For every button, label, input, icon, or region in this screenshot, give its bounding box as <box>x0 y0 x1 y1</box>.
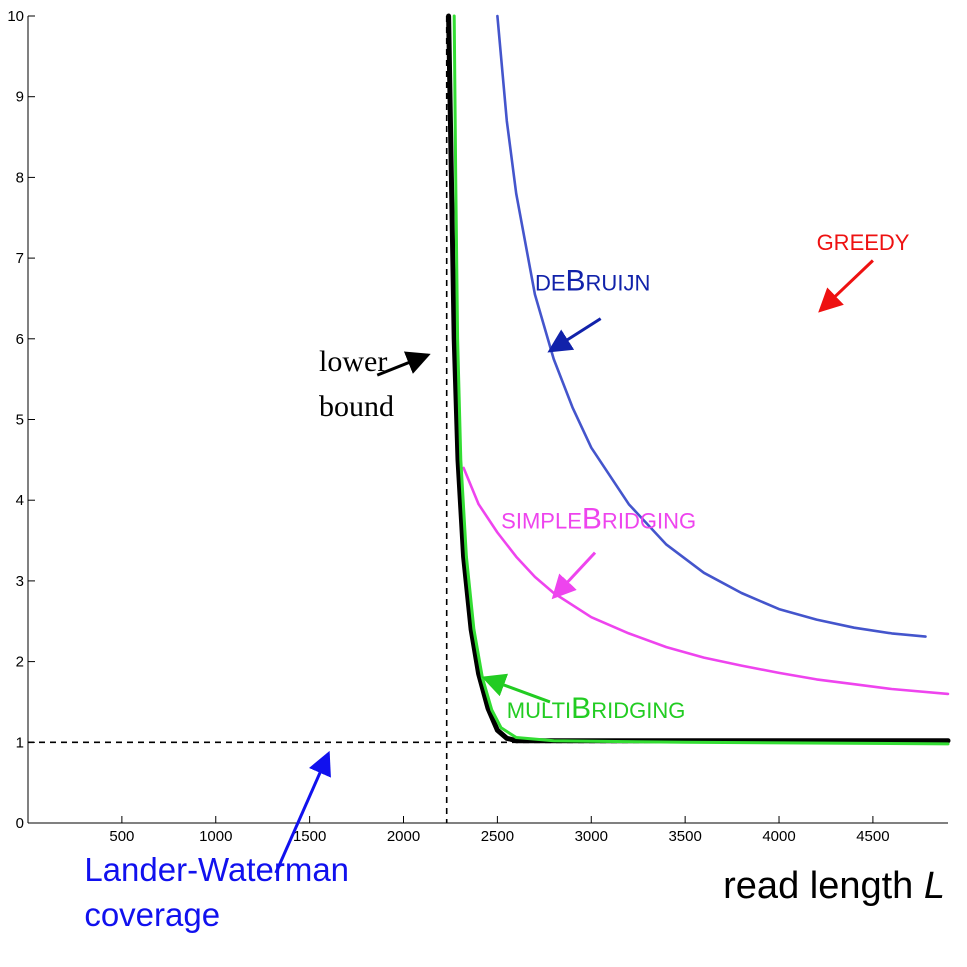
x-tick-label: 4000 <box>762 828 795 845</box>
y-tick-label: 5 <box>16 412 24 429</box>
y-tick-label: 0 <box>16 815 24 832</box>
y-tick-label: 3 <box>16 573 24 590</box>
x-tick-label: 3500 <box>668 828 701 845</box>
annotation-arrow <box>547 317 602 353</box>
annotation-4: SIMPLEBRIDGING <box>501 502 696 600</box>
annotation-arrow <box>818 259 874 313</box>
x-tick-label: 1500 <box>293 828 326 845</box>
annotation-text: MULTIBRIDGING <box>507 692 686 725</box>
series-lines <box>446 13 951 746</box>
annotations: lower bound DEBRUIJN GREEDY SIMPLEBRIDGING MU… <box>84 230 909 933</box>
annotation-arrow <box>481 673 551 704</box>
y-tick-label: 2 <box>16 654 24 671</box>
annotation-1: lower bound <box>319 345 431 423</box>
annotation-text: SIMPLEBRIDGING <box>501 502 696 535</box>
y-tick-label: 1 <box>16 734 24 751</box>
axis-labels: read length L <box>723 865 945 907</box>
annotation-arrow <box>274 750 331 874</box>
series-line-1 <box>496 14 927 638</box>
axes: 0 1 2 3 4 5 6 7 8 9 10 500 1000 1500 2000 2500 3000 3500 4… <box>7 8 948 845</box>
x-tick-label: 1000 <box>199 828 232 845</box>
annotation-3: GREEDY <box>817 230 910 313</box>
y-tick-label: 9 <box>16 89 24 106</box>
annotation-arrow <box>551 551 597 600</box>
x-tick-label: 2500 <box>481 828 514 845</box>
series-line-4 <box>452 14 950 746</box>
x-tick-label: 500 <box>109 828 134 845</box>
annotation-2: DEBRUIJN <box>535 264 650 353</box>
annotation-arrow <box>376 351 431 377</box>
annotation-6: Lander-Waterman coverage <box>84 750 349 933</box>
x-tick-label: 2000 <box>387 828 420 845</box>
x-tick-label: 4500 <box>856 828 889 845</box>
annotation-text: DEBRUIJN <box>535 264 650 297</box>
x-tick-label: 3000 <box>575 828 608 845</box>
y-tick-label: 6 <box>16 331 24 348</box>
reference-lines <box>28 16 948 823</box>
y-tick-label: 4 <box>16 492 24 509</box>
annotation-text: Lander-Waterman coverage <box>84 851 349 933</box>
annotation-5: MULTIBRIDGING <box>481 673 686 725</box>
y-tick-label: 8 <box>16 169 24 186</box>
x-axis-label: read length L <box>723 865 945 907</box>
annotation-text: GREEDY <box>817 230 910 255</box>
y-tick-label: 7 <box>16 250 24 267</box>
series-line-3 <box>446 13 951 744</box>
series-line-2 <box>462 466 950 696</box>
annotation-text: lower bound <box>319 345 394 423</box>
y-tick-label: 10 <box>7 8 24 25</box>
